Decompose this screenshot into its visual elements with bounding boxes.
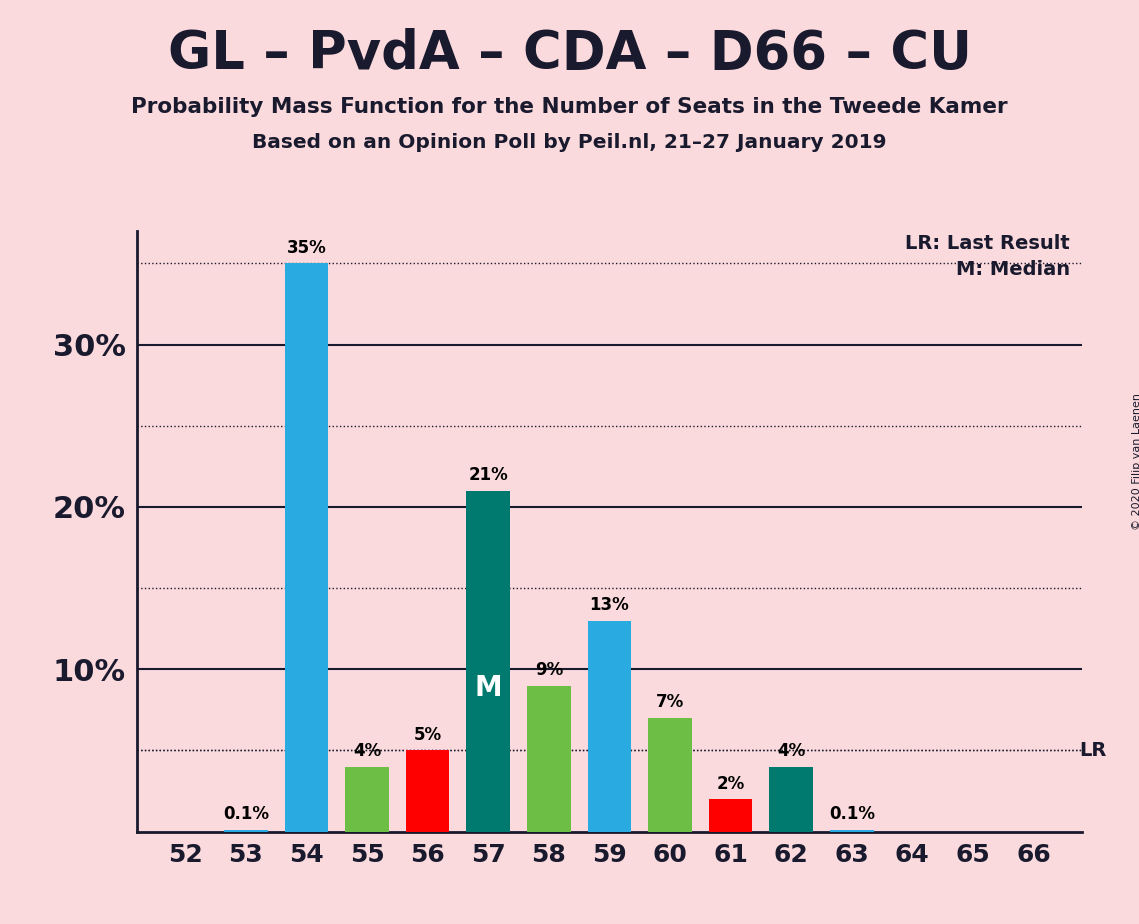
Text: 4%: 4%	[353, 742, 382, 760]
Text: Probability Mass Function for the Number of Seats in the Tweede Kamer: Probability Mass Function for the Number…	[131, 97, 1008, 117]
Bar	[527, 686, 571, 832]
Text: LR: Last Result: LR: Last Result	[906, 235, 1070, 253]
Bar	[708, 799, 753, 832]
Text: 2%: 2%	[716, 774, 745, 793]
Text: GL – PvdA – CDA – D66 – CU: GL – PvdA – CDA – D66 – CU	[167, 28, 972, 79]
Bar	[648, 718, 691, 832]
Text: 9%: 9%	[534, 661, 563, 679]
Text: 0.1%: 0.1%	[829, 806, 875, 823]
Bar	[224, 830, 268, 832]
Bar	[588, 621, 631, 832]
Text: Based on an Opinion Poll by Peil.nl, 21–27 January 2019: Based on an Opinion Poll by Peil.nl, 21–…	[252, 133, 887, 152]
Bar	[345, 767, 388, 832]
Bar	[285, 263, 328, 832]
Bar	[405, 750, 450, 832]
Text: 21%: 21%	[468, 467, 508, 484]
Text: 4%: 4%	[777, 742, 805, 760]
Text: LR: LR	[1079, 741, 1106, 760]
Text: © 2020 Filip van Laenen: © 2020 Filip van Laenen	[1132, 394, 1139, 530]
Bar	[769, 767, 813, 832]
Bar	[830, 830, 874, 832]
Text: 7%: 7%	[656, 694, 685, 711]
Text: M: M	[474, 675, 502, 702]
Text: 0.1%: 0.1%	[223, 806, 269, 823]
Text: 13%: 13%	[590, 596, 629, 614]
Text: M: Median: M: Median	[956, 261, 1070, 279]
Bar	[466, 491, 510, 832]
Text: 35%: 35%	[287, 239, 326, 257]
Text: 5%: 5%	[413, 726, 442, 744]
